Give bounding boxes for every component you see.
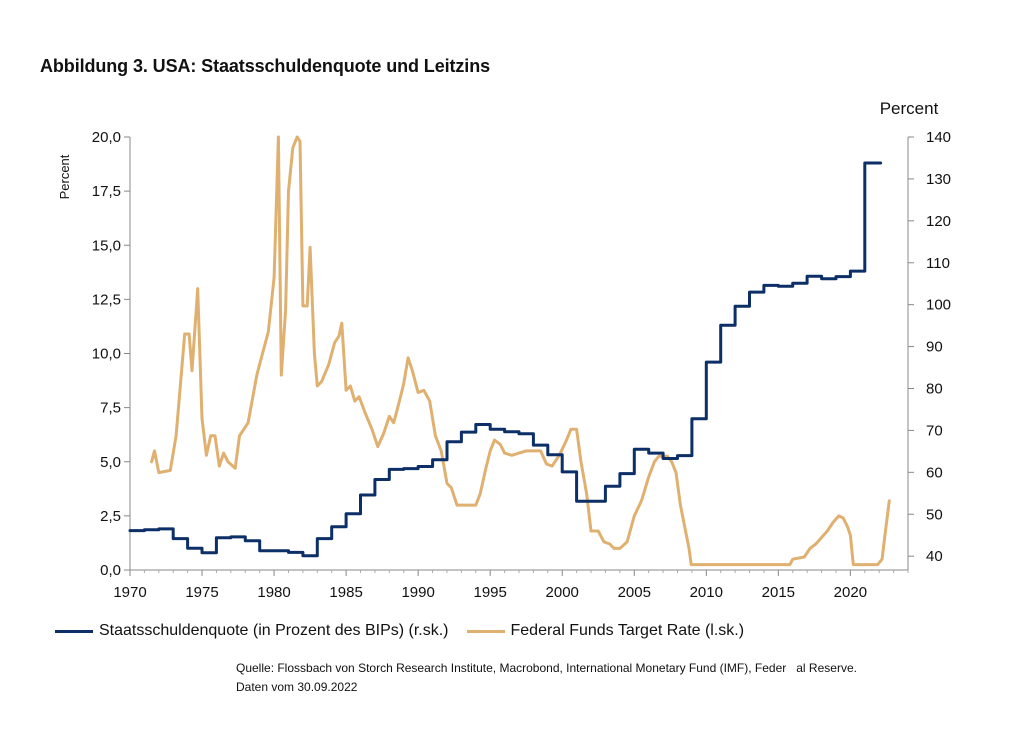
y-right-tick-label: 120 bbox=[926, 213, 951, 230]
chart-title: Abbildung 3. USA: Staatsschuldenquote un… bbox=[40, 56, 491, 76]
y-left-tick-label: 12,5 bbox=[92, 291, 121, 308]
x-tick-label: 1985 bbox=[329, 584, 362, 601]
source-note: Quelle: Flossbach von Storch Research In… bbox=[236, 659, 857, 697]
legend-item-debt: Staatsschuldenquote (in Prozent des BIPs… bbox=[55, 622, 449, 640]
x-tick-label: 1995 bbox=[473, 584, 506, 601]
legend: Staatsschuldenquote (in Prozent des BIPs… bbox=[55, 622, 762, 640]
x-tick-label: 1975 bbox=[185, 584, 218, 601]
y-left-tick-label: 15,0 bbox=[92, 237, 121, 254]
legend-swatch-debt bbox=[55, 629, 93, 633]
y-right-tick-label: 100 bbox=[926, 297, 951, 314]
series-line-debt-ratio bbox=[128, 161, 883, 558]
x-tick-label: 2010 bbox=[690, 584, 723, 601]
y-axis-right: 40 50 60 70 80 90 100 110 120 130 140 bbox=[908, 129, 951, 565]
y-left-tick-label: 5,0 bbox=[100, 454, 121, 471]
y-right-tick-label: 70 bbox=[926, 422, 943, 439]
x-tick-label: 1990 bbox=[401, 584, 434, 601]
y-right-tick-label: 90 bbox=[926, 339, 943, 356]
y-left-tick-label: 0,0 bbox=[100, 562, 121, 579]
x-axis: 1970 1975 1980 1985 1990 1995 2000 2005 2010 2015… bbox=[113, 570, 909, 601]
legend-label-debt: Staatsschuldenquote (in Prozent des BIPs… bbox=[99, 622, 449, 639]
y-axis-label-right: Percent bbox=[880, 99, 939, 118]
series-layer bbox=[128, 135, 891, 567]
y-right-tick-label: 40 bbox=[926, 548, 943, 565]
y-right-tick-label: 80 bbox=[926, 381, 943, 398]
y-left-tick-label: 7,5 bbox=[100, 400, 121, 417]
source-line-1: Quelle: Flossbach von Storch Research In… bbox=[236, 661, 857, 675]
x-tick-label: 1970 bbox=[113, 584, 146, 601]
x-tick-label: 2015 bbox=[762, 584, 795, 601]
y-left-tick-label: 17,5 bbox=[92, 183, 121, 200]
series-line-fed-funds-rate bbox=[150, 135, 891, 567]
x-tick-label: 2000 bbox=[546, 584, 579, 601]
y-right-tick-label: 110 bbox=[926, 255, 950, 272]
y-right-tick-label: 60 bbox=[926, 464, 943, 481]
y-right-tick-label: 50 bbox=[926, 506, 943, 523]
x-tick-label: 1980 bbox=[257, 584, 290, 601]
source-line-2: Daten vom 30.09.2022 bbox=[236, 680, 358, 694]
y-left-tick-label: 10,0 bbox=[92, 346, 121, 363]
y-axis-label-left: Percent bbox=[57, 154, 72, 199]
y-left-tick-label: 2,5 bbox=[100, 508, 121, 525]
x-tick-label: 2020 bbox=[834, 584, 867, 601]
x-tick-label: 2005 bbox=[618, 584, 651, 601]
legend-item-fed-rate: Federal Funds Target Rate (l.sk.) bbox=[466, 622, 745, 640]
y-right-tick-label: 130 bbox=[926, 171, 951, 188]
legend-swatch-fed-rate bbox=[466, 629, 505, 633]
y-right-tick-label: 140 bbox=[926, 129, 951, 146]
y-left-tick-label: 20,0 bbox=[92, 129, 121, 146]
y-axis-left: 0,0 2,5 5,0 7,5 10,0 12,5 15,0 17,5 20,0 bbox=[92, 129, 130, 579]
legend-label-fed-rate: Federal Funds Target Rate (l.sk.) bbox=[510, 622, 745, 639]
plot-frame bbox=[129, 137, 909, 571]
